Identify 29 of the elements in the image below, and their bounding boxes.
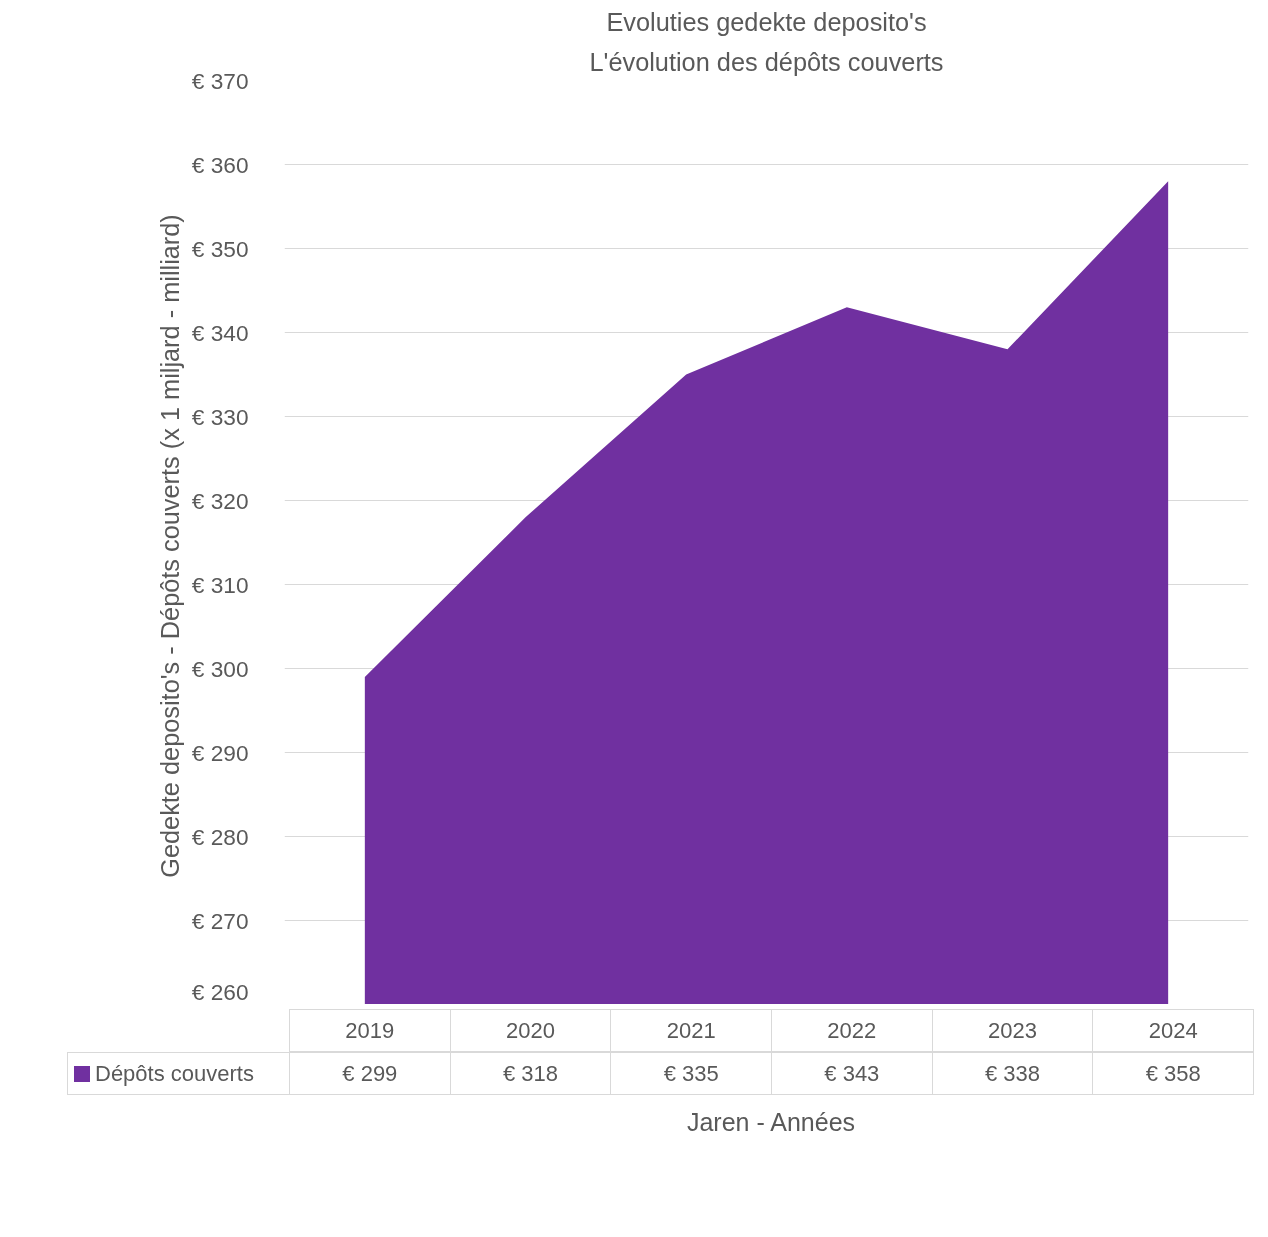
x-tick-label: 2024 xyxy=(1092,1009,1254,1052)
data-label: € 335 xyxy=(610,1052,772,1095)
y-tick-label: € 320 xyxy=(191,487,249,514)
y-tick-label: € 370 xyxy=(191,67,249,94)
y-tick-label: € 280 xyxy=(191,823,249,850)
x-tick-label: 2020 xyxy=(449,1009,612,1052)
y-tick-label: € 340 xyxy=(191,319,249,346)
chart-title: Evoluties gedekte deposito's xyxy=(606,7,927,36)
y-axis-title: Gedekte deposito's - Dépôts couverts (x 1 miljard - milliard) xyxy=(155,214,184,878)
y-tick-label: € 290 xyxy=(191,739,249,766)
y-tick-label: € 260 xyxy=(191,978,249,1005)
y-tick-label: € 270 xyxy=(191,907,249,934)
data-label: € 358 xyxy=(1092,1052,1254,1095)
x-tick-label: 2021 xyxy=(610,1009,772,1052)
x-tick-label: 2019 xyxy=(289,1009,451,1052)
x-tick-label: 2023 xyxy=(931,1009,1094,1052)
x-tick-label: 2022 xyxy=(771,1009,933,1052)
data-label: € 338 xyxy=(931,1052,1094,1095)
y-tick-label: € 360 xyxy=(191,151,249,178)
y-tick-label: € 350 xyxy=(191,235,249,262)
data-label: € 343 xyxy=(771,1052,933,1095)
y-tick-label: € 330 xyxy=(191,403,249,430)
chart-subtitle: L'évolution des dépôts couverts xyxy=(589,47,944,76)
x-axis-title: Jaren - Années xyxy=(685,1107,857,1138)
data-label: € 318 xyxy=(449,1052,612,1095)
y-tick-label: € 310 xyxy=(191,571,249,598)
data-label: € 299 xyxy=(289,1052,451,1095)
legend-label: Dépôts couverts xyxy=(67,1052,290,1095)
y-tick-label: € 300 xyxy=(191,655,249,682)
